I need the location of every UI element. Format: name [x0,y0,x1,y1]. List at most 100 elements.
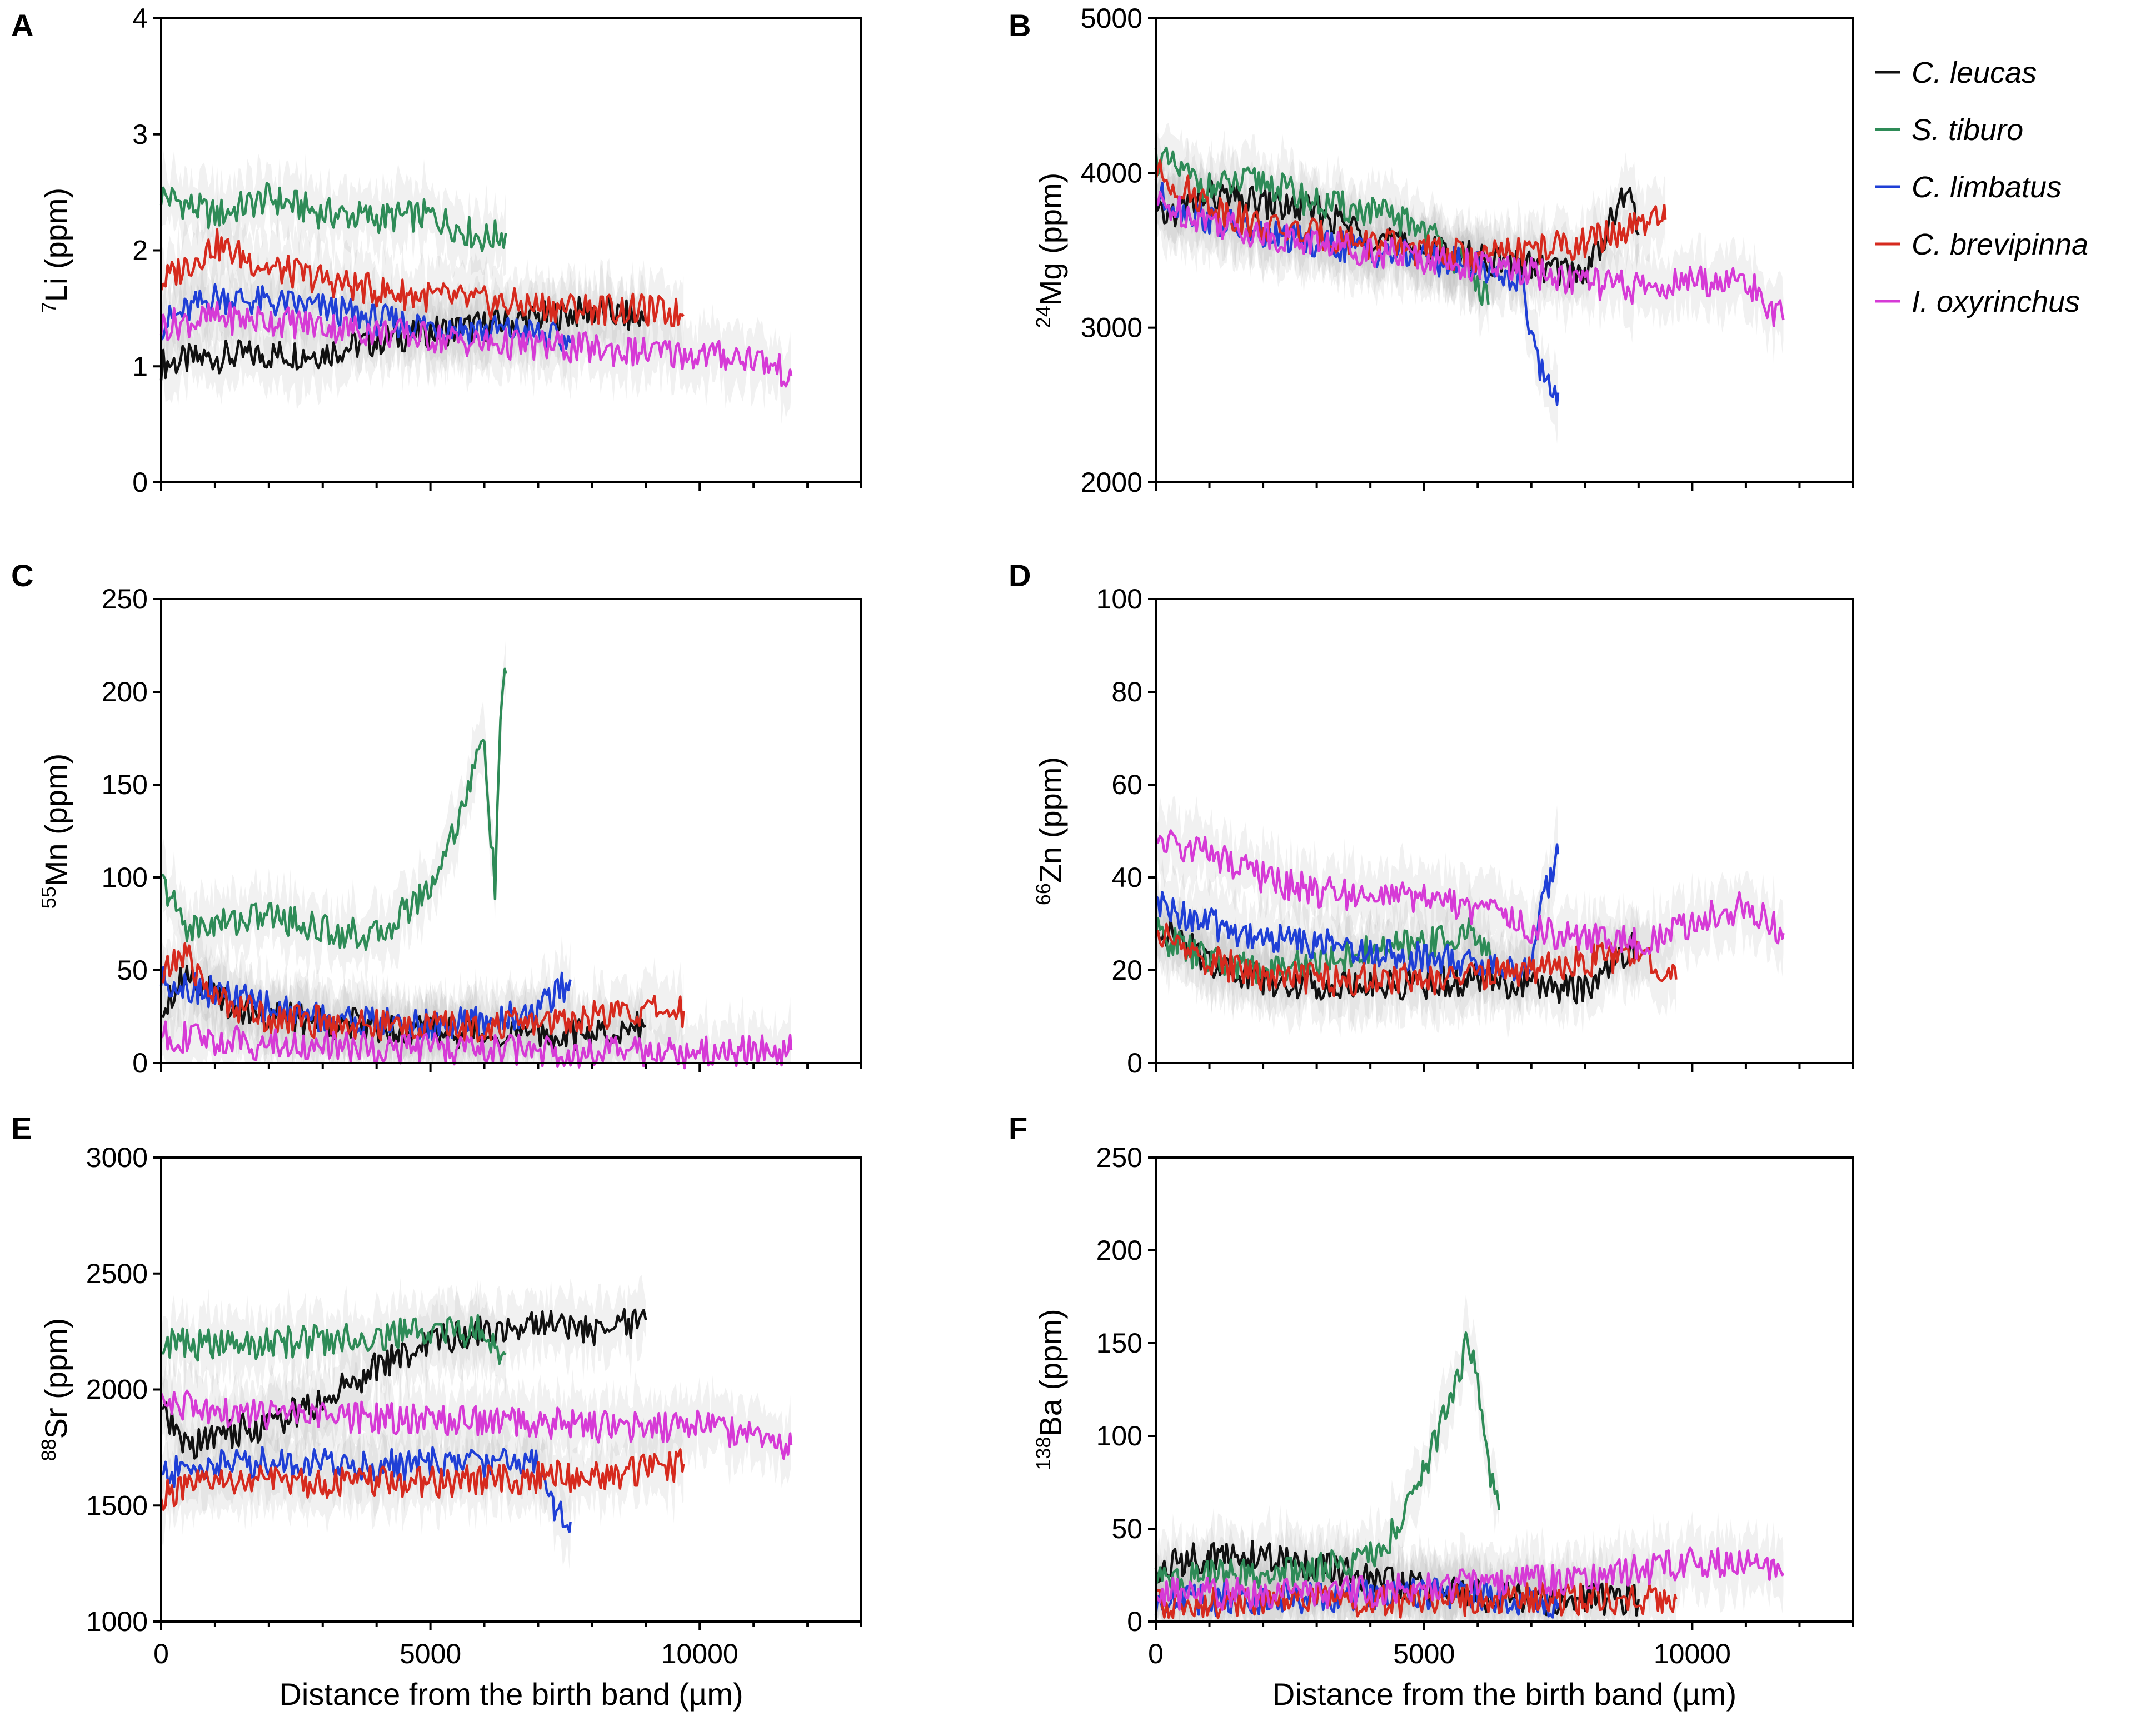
panel-letter: C [11,558,33,593]
x-tick-label: 10000 [1654,1638,1731,1669]
y-tick-label: 4000 [1081,157,1142,188]
series-lines [159,667,793,1070]
y-tick-label: 5000 [1081,3,1142,34]
y-tick-label: 60 [1111,769,1142,800]
y-tick-label: 50 [1111,1513,1142,1544]
y-tick-label: 100 [1096,1420,1142,1451]
y-tick-label: 150 [1096,1328,1142,1359]
chart-panel-a: A 0 1 2 3 4 7Li (ppm) [11,3,862,498]
legend-label: C. leucas [1912,56,2037,89]
series-line-cbrevipinna [159,228,685,328]
y-tick-label: 1000 [86,1606,148,1637]
panel-letter: E [11,1111,32,1146]
y-axis-label-text: Mg (ppm) [1033,173,1068,306]
y-axis-label-mass: 66 [1032,883,1055,905]
y-tick-label: 0 [1127,1047,1142,1079]
legend-label: C. limbatus [1912,171,2062,204]
series-bands [161,639,791,1063]
plot-frame [160,598,862,1064]
series-lines [159,1308,793,1534]
panel-letter: F [1009,1111,1027,1146]
series-lines [1154,1331,1785,1619]
series-bands [161,150,791,425]
series-line-climbatus [161,1446,572,1534]
band-stiburo [1156,1295,1499,1622]
y-tick-label: 80 [1111,676,1142,707]
y-axis-label-mass: 138 [1032,1437,1055,1470]
y-tick-label: 0 [132,467,148,498]
series-line-ioxyrinchus [159,1389,793,1460]
y-axis-label-mass: 55 [37,886,60,909]
series-line-ioxyrinchus [1155,191,1785,327]
y-tick-label: 3000 [86,1142,148,1173]
y-axis-label: 7Li (ppm) [37,188,73,313]
series-line-cbrevipinna [159,1448,685,1511]
y-axis-label-text: Ba (ppm) [1033,1309,1068,1436]
x-tick-label: 0 [1148,1638,1164,1669]
panel-letter: B [1009,8,1031,43]
series-line-ioxyrinchus [160,1020,793,1070]
plot-frame [1155,598,1854,1064]
y-tick-label: 3 [132,119,148,150]
y-axis-label-text: Zn (ppm) [1033,757,1068,883]
legend-label: S. tiburo [1912,113,2023,147]
band-stiburo [161,1278,506,1396]
x-tick-label: 0 [153,1638,169,1669]
y-axis-label: 24Mg (ppm) [1032,173,1068,328]
panel-letter: A [11,8,33,43]
series-line-cbrevipinna [1154,159,1667,273]
series-lines [1154,829,1785,1005]
x-axis-label: Distance from the birth band (µm) [1272,1677,1736,1712]
series-line-stiburo [1154,1331,1501,1593]
y-tick-label: 2000 [1081,467,1142,498]
y-tick-label: 200 [102,676,148,707]
y-axis-label-text: Mn (ppm) [38,754,73,887]
series-line-ioxyrinchus [1154,1546,1785,1612]
y-axis-label-mass: 24 [1032,306,1055,328]
y-tick-label: 50 [117,955,148,986]
y-tick-label: 2 [132,235,148,266]
chart-panel-f: F 0 50 100 150 200 250 0 5000 10000 Distance from … [1009,1111,1854,1712]
y-axis-label: 66Zn (ppm) [1032,757,1068,905]
series-line-stiburo [159,182,507,252]
y-tick-label: 2500 [86,1258,148,1289]
y-tick-label: 2000 [86,1374,148,1405]
series-line-ioxyrinchus [159,301,793,388]
legend: C. leucas S. tiburo C. limbatus C. brevipin… [1875,56,2088,318]
y-axis-label: 88Sr (ppm) [37,1318,73,1461]
series-line-climbatus [159,966,572,1042]
series-line-stiburo [161,1314,507,1365]
y-tick-label: 100 [102,862,148,893]
y-tick-label: 1500 [86,1490,148,1521]
series-line-cbrevipinna [1155,922,1678,997]
plot-frame [160,1156,862,1623]
band-cleucas [161,934,646,1063]
y-axis-label: 138Ba (ppm) [1032,1309,1068,1470]
y-axis-label-text: Li (ppm) [38,188,73,302]
y-tick-label: 150 [102,769,148,800]
y-tick-label: 200 [1096,1235,1142,1266]
series-lines [159,182,793,388]
y-axis-label-text: Sr (ppm) [38,1318,73,1439]
series-line-stiburo [160,667,507,951]
series-line-cleucas [161,1308,647,1460]
band-climbatus [1156,146,1558,444]
y-axis-label-mass: 88 [37,1439,60,1461]
y-axis-label-mass: 7 [37,302,60,313]
y-tick-label: 0 [1127,1606,1142,1637]
series-lines [1154,146,1785,406]
plot-frame [1155,1156,1854,1623]
chart-panel-d: D 0 20 40 60 80 100 66Zn (ppm) [1009,558,1854,1079]
y-tick-label: 20 [1111,955,1142,986]
chart-panel-b: B 2000 3000 4000 5000 24Mg (ppm) [1009,3,1854,498]
y-axis-label: 55Mn (ppm) [37,754,73,909]
legend-label: C. brevipinna [1912,228,2088,261]
plot-frame [1155,17,1854,483]
y-tick-label: 0 [132,1047,148,1079]
y-tick-label: 100 [1096,583,1142,615]
legend-label: I. oxyrinchus [1912,285,2080,318]
x-tick-label: 5000 [400,1638,461,1669]
series-line-stiburo [1154,146,1490,306]
y-tick-label: 250 [1096,1142,1142,1173]
